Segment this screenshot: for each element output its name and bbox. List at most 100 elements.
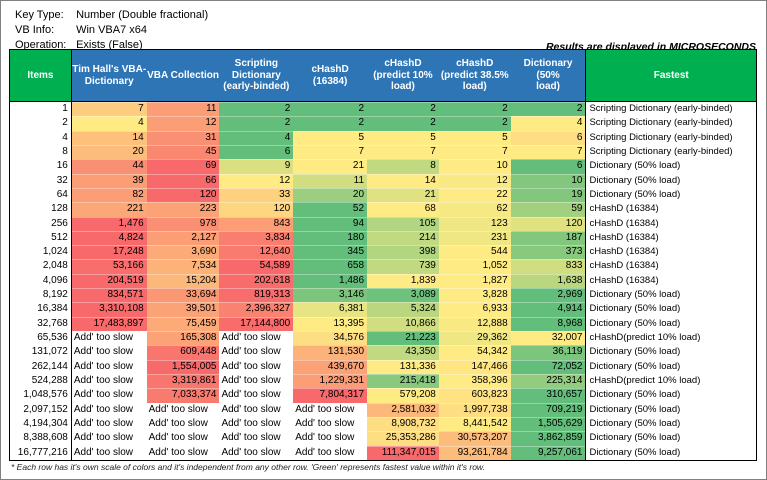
timing-value-cell: 8,908,732 bbox=[367, 416, 439, 432]
timing-value-cell: 180 bbox=[293, 230, 368, 246]
header-chashd-16384: cHashD (16384) bbox=[293, 50, 368, 101]
fastest-cell: cHashD(predict 10% load) bbox=[585, 373, 756, 389]
timing-value-cell: 13,395 bbox=[293, 316, 368, 331]
timing-value-cell: 34,576 bbox=[293, 331, 368, 346]
add-too-slow-cell: Add' too slow bbox=[219, 331, 294, 346]
items-cell: 32 bbox=[10, 173, 72, 188]
timing-value-cell: 33,694 bbox=[146, 288, 220, 303]
timing-value-cell: 3,319,861 bbox=[146, 373, 220, 389]
table-row: 2,048 53,166 7,534 54,589 658 739 1,052 833 cHas… bbox=[10, 259, 756, 274]
timing-value-cell: 8 bbox=[367, 159, 439, 174]
add-too-slow-cell: Add' too slow bbox=[219, 388, 294, 403]
add-too-slow-cell: Add' too slow bbox=[146, 416, 220, 432]
add-too-slow-cell: Add' too slow bbox=[146, 445, 220, 460]
table-row: 512 4,824 2,127 3,834 180 214 231 187 cHashD (16… bbox=[10, 230, 756, 246]
timing-value-cell: 833 bbox=[510, 259, 586, 274]
items-cell: 1 bbox=[10, 102, 72, 117]
timing-value-cell: 54,589 bbox=[219, 259, 294, 274]
timing-value-cell: 59 bbox=[510, 202, 586, 217]
timing-value-cell: 9,257,061 bbox=[510, 445, 586, 460]
timing-value-cell: 17,144,800 bbox=[219, 316, 294, 331]
fastest-cell: Dictionary (50% load) bbox=[585, 187, 756, 203]
timing-value-cell: 3,690 bbox=[146, 245, 220, 260]
fastest-cell: Dictionary (50% load) bbox=[585, 431, 756, 446]
timing-value-cell: 204,519 bbox=[71, 273, 147, 289]
timing-value-cell: 7 bbox=[438, 144, 511, 160]
timing-value-cell: 123 bbox=[438, 216, 511, 231]
timing-value-cell: 9 bbox=[219, 159, 294, 174]
timing-value-cell: 609,448 bbox=[146, 345, 220, 360]
key-type-line: Key Type: Number (Double fractional) bbox=[15, 8, 208, 23]
timing-value-cell: 11 bbox=[293, 173, 368, 188]
add-too-slow-cell: Add' too slow bbox=[219, 402, 294, 417]
timing-value-cell: 14 bbox=[367, 173, 439, 188]
timing-value-cell: 310,657 bbox=[510, 388, 586, 403]
timing-value-cell: 658 bbox=[293, 259, 368, 274]
timing-value-cell: 20 bbox=[293, 187, 368, 203]
timing-value-cell: 30,573,207 bbox=[438, 431, 511, 446]
timing-value-cell: 12,640 bbox=[219, 245, 294, 260]
timing-value-cell: 39,501 bbox=[146, 302, 220, 317]
timing-value-cell: 22 bbox=[438, 187, 511, 203]
fastest-cell: Scripting Dictionary (early-binded) bbox=[585, 116, 756, 131]
timing-value-cell: 12 bbox=[146, 116, 220, 131]
fastest-cell: cHashD (16384) bbox=[585, 273, 756, 289]
table-row: 8,192 834,571 33,694 819,313 3,146 3,089 3,828… bbox=[10, 288, 756, 303]
timing-value-cell: 187 bbox=[510, 230, 586, 246]
table-row: 256 1,476 978 843 94 105 123 120 cHashD (16384) bbox=[10, 216, 756, 231]
timing-value-cell: 2 bbox=[367, 102, 439, 117]
timing-value-cell: 31 bbox=[146, 130, 220, 145]
items-cell: 4,096 bbox=[10, 273, 72, 289]
timing-value-cell: 5 bbox=[367, 130, 439, 145]
header-chashd-predict-10: cHashD (predict 10% load) bbox=[367, 50, 439, 101]
timing-value-cell: 131,530 bbox=[293, 345, 368, 360]
vb-info-label: VB Info: bbox=[15, 24, 55, 36]
add-too-slow-cell: Add' too slow bbox=[71, 373, 147, 389]
timing-value-cell: 231 bbox=[438, 230, 511, 246]
table-row: 4,194,304 Add' too slow Add' too slow Add' … bbox=[10, 416, 756, 432]
items-cell: 8,192 bbox=[10, 288, 72, 303]
table-body: 1 7 11 2 2 2 2 2 Scripting Dictionary (early-bin… bbox=[10, 102, 756, 460]
items-cell: 64 bbox=[10, 187, 72, 203]
timing-value-cell: 1,997,738 bbox=[438, 402, 511, 417]
timing-value-cell: 221 bbox=[71, 202, 147, 217]
add-too-slow-cell: Add' too slow bbox=[293, 445, 368, 460]
add-too-slow-cell: Add' too slow bbox=[71, 359, 147, 374]
fastest-cell: Dictionary (50% load) bbox=[585, 173, 756, 188]
fastest-cell: Dictionary (50% load) bbox=[585, 345, 756, 360]
add-too-slow-cell: Add' too slow bbox=[71, 431, 147, 446]
timing-value-cell: 5,324 bbox=[367, 302, 439, 317]
header-chashd-predict-38-5: cHashD (predict 38.5% load) bbox=[438, 50, 511, 101]
timing-value-cell: 5 bbox=[293, 130, 368, 145]
fastest-cell: Dictionary (50% load) bbox=[585, 288, 756, 303]
fastest-cell: Scripting Dictionary (early-binded) bbox=[585, 102, 756, 117]
add-too-slow-cell: Add' too slow bbox=[219, 359, 294, 374]
timing-value-cell: 6 bbox=[510, 130, 586, 145]
fastest-cell: Dictionary (50% load) bbox=[585, 159, 756, 174]
items-cell: 4 bbox=[10, 130, 72, 145]
timing-value-cell: 12,888 bbox=[438, 316, 511, 331]
timing-value-cell: 29,362 bbox=[438, 331, 511, 346]
operation-label: Operation: bbox=[15, 39, 67, 51]
timing-value-cell: 15,204 bbox=[146, 273, 220, 289]
items-cell: 4,194,304 bbox=[10, 416, 72, 432]
timing-value-cell: 39 bbox=[71, 173, 147, 188]
timing-value-cell: 2,396,327 bbox=[219, 302, 294, 317]
timing-value-cell: 54,342 bbox=[438, 345, 511, 360]
timing-value-cell: 1,554,005 bbox=[146, 359, 220, 374]
key-type-value: Number (Double fractional) bbox=[76, 9, 209, 21]
table-row: 1 7 11 2 2 2 2 2 Scripting Dictionary (early-bin… bbox=[10, 102, 756, 117]
add-too-slow-cell: Add' too slow bbox=[293, 431, 368, 446]
timing-value-cell: 33 bbox=[219, 187, 294, 203]
timing-value-cell: 1,827 bbox=[438, 273, 511, 289]
timing-value-cell: 7,033,374 bbox=[146, 388, 220, 403]
operation-line: Operation: Exists (False) bbox=[15, 38, 208, 53]
table-row: 8 20 45 6 7 7 7 7 Scripting Dictionary (early-bi… bbox=[10, 144, 756, 160]
table-row: 32 39 66 12 11 14 12 10 Dictionary (50% load) bbox=[10, 173, 756, 188]
timing-value-cell: 10 bbox=[438, 159, 511, 174]
color-scale-footnote: * Each row has it's own scale of colors … bbox=[11, 462, 485, 472]
timing-value-cell: 7 bbox=[71, 102, 147, 117]
header-vba-collection: VBA Collection bbox=[146, 50, 220, 101]
timing-value-cell: 6,381 bbox=[293, 302, 368, 317]
timing-value-cell: 12 bbox=[219, 173, 294, 188]
